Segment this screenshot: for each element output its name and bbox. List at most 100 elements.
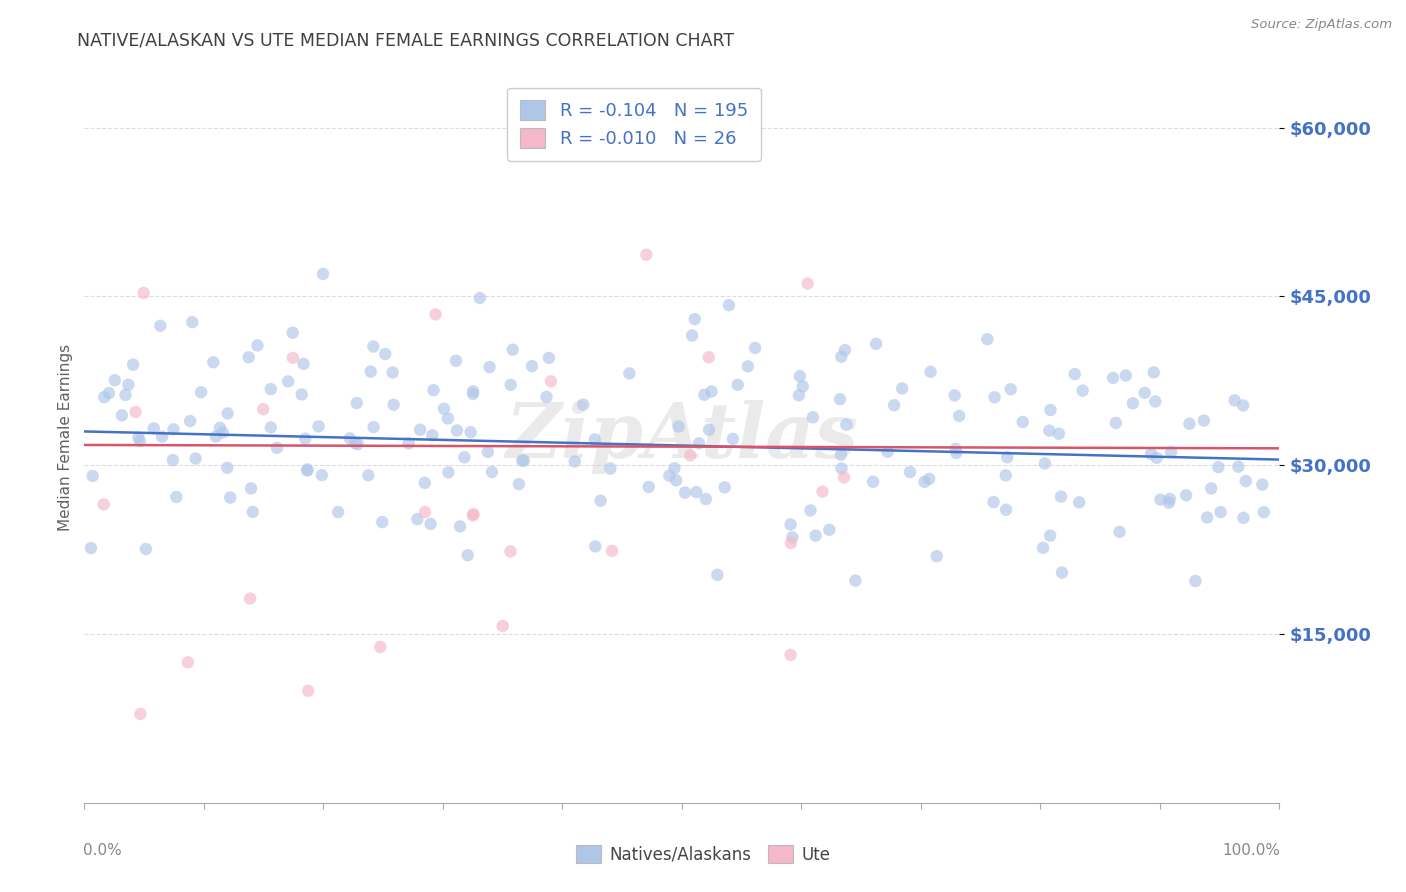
Point bbox=[721, 432, 744, 446]
Point bbox=[1253, 505, 1275, 519]
Point bbox=[1146, 450, 1168, 465]
Point bbox=[865, 337, 887, 351]
Point bbox=[468, 291, 491, 305]
Point bbox=[260, 382, 283, 396]
Point bbox=[658, 468, 681, 483]
Point bbox=[312, 267, 335, 281]
Point bbox=[461, 508, 484, 523]
Point bbox=[165, 490, 187, 504]
Point bbox=[995, 502, 1018, 516]
Point bbox=[93, 390, 115, 404]
Point bbox=[673, 485, 696, 500]
Point bbox=[799, 503, 821, 517]
Point bbox=[492, 619, 515, 633]
Point bbox=[695, 491, 717, 506]
Point bbox=[536, 390, 558, 404]
Point bbox=[835, 417, 858, 432]
Point bbox=[925, 549, 948, 564]
Point bbox=[920, 365, 942, 379]
Point bbox=[478, 359, 501, 374]
Legend: Natives/Alaskans, Ute: Natives/Alaskans, Ute bbox=[569, 838, 837, 871]
Point bbox=[1000, 382, 1022, 396]
Point bbox=[357, 468, 380, 483]
Point bbox=[801, 410, 824, 425]
Point bbox=[976, 332, 998, 346]
Point bbox=[697, 423, 720, 437]
Point bbox=[830, 350, 852, 364]
Point bbox=[281, 326, 304, 340]
Point bbox=[363, 339, 385, 353]
Point bbox=[481, 465, 503, 479]
Point bbox=[128, 434, 150, 448]
Point bbox=[717, 298, 740, 312]
Point bbox=[727, 377, 749, 392]
Point bbox=[744, 341, 766, 355]
Point bbox=[252, 402, 274, 417]
Point bbox=[636, 248, 658, 262]
Point bbox=[1149, 492, 1171, 507]
Point bbox=[779, 648, 801, 662]
Point bbox=[1122, 396, 1144, 410]
Point bbox=[281, 351, 304, 365]
Point bbox=[796, 277, 818, 291]
Point bbox=[381, 366, 404, 380]
Point bbox=[862, 475, 884, 489]
Point bbox=[589, 493, 612, 508]
Point bbox=[983, 390, 1005, 404]
Point bbox=[664, 461, 686, 475]
Point bbox=[132, 285, 155, 300]
Point bbox=[1143, 365, 1166, 379]
Point bbox=[425, 307, 447, 321]
Point bbox=[831, 461, 853, 475]
Point bbox=[520, 359, 543, 373]
Point bbox=[1232, 399, 1254, 413]
Point bbox=[685, 485, 707, 500]
Point bbox=[995, 450, 1018, 465]
Point bbox=[1032, 541, 1054, 555]
Point bbox=[600, 544, 623, 558]
Point bbox=[1232, 511, 1254, 525]
Point bbox=[1133, 385, 1156, 400]
Point bbox=[117, 377, 139, 392]
Point bbox=[142, 421, 165, 435]
Point bbox=[368, 640, 391, 654]
Point bbox=[499, 544, 522, 558]
Point bbox=[292, 357, 315, 371]
Point bbox=[97, 386, 120, 401]
Point bbox=[422, 383, 444, 397]
Point bbox=[1050, 490, 1073, 504]
Point bbox=[945, 446, 967, 460]
Text: NATIVE/ALASKAN VS UTE MEDIAN FEMALE EARNINGS CORRELATION CHART: NATIVE/ALASKAN VS UTE MEDIAN FEMALE EARN… bbox=[77, 31, 734, 49]
Point bbox=[665, 473, 688, 487]
Point bbox=[510, 453, 533, 467]
Point bbox=[914, 475, 936, 489]
Point bbox=[217, 460, 239, 475]
Point bbox=[668, 419, 690, 434]
Point bbox=[179, 414, 201, 428]
Point bbox=[1033, 456, 1056, 470]
Point bbox=[1144, 394, 1167, 409]
Point bbox=[1234, 474, 1257, 488]
Point bbox=[572, 398, 595, 412]
Point bbox=[346, 437, 368, 451]
Point bbox=[184, 451, 207, 466]
Point bbox=[449, 519, 471, 533]
Point bbox=[832, 470, 855, 484]
Point bbox=[398, 436, 420, 450]
Text: ZipAtlas: ZipAtlas bbox=[506, 401, 858, 474]
Point bbox=[277, 375, 299, 389]
Point bbox=[830, 448, 852, 462]
Point bbox=[93, 497, 115, 511]
Point bbox=[150, 430, 173, 444]
Point bbox=[371, 515, 394, 529]
Point bbox=[1160, 445, 1182, 459]
Point bbox=[1209, 505, 1232, 519]
Point bbox=[513, 453, 536, 467]
Point bbox=[1102, 371, 1125, 385]
Point bbox=[693, 388, 716, 402]
Point bbox=[1208, 460, 1230, 475]
Point bbox=[1039, 403, 1062, 417]
Point bbox=[297, 462, 319, 476]
Point bbox=[463, 384, 485, 399]
Point bbox=[444, 353, 467, 368]
